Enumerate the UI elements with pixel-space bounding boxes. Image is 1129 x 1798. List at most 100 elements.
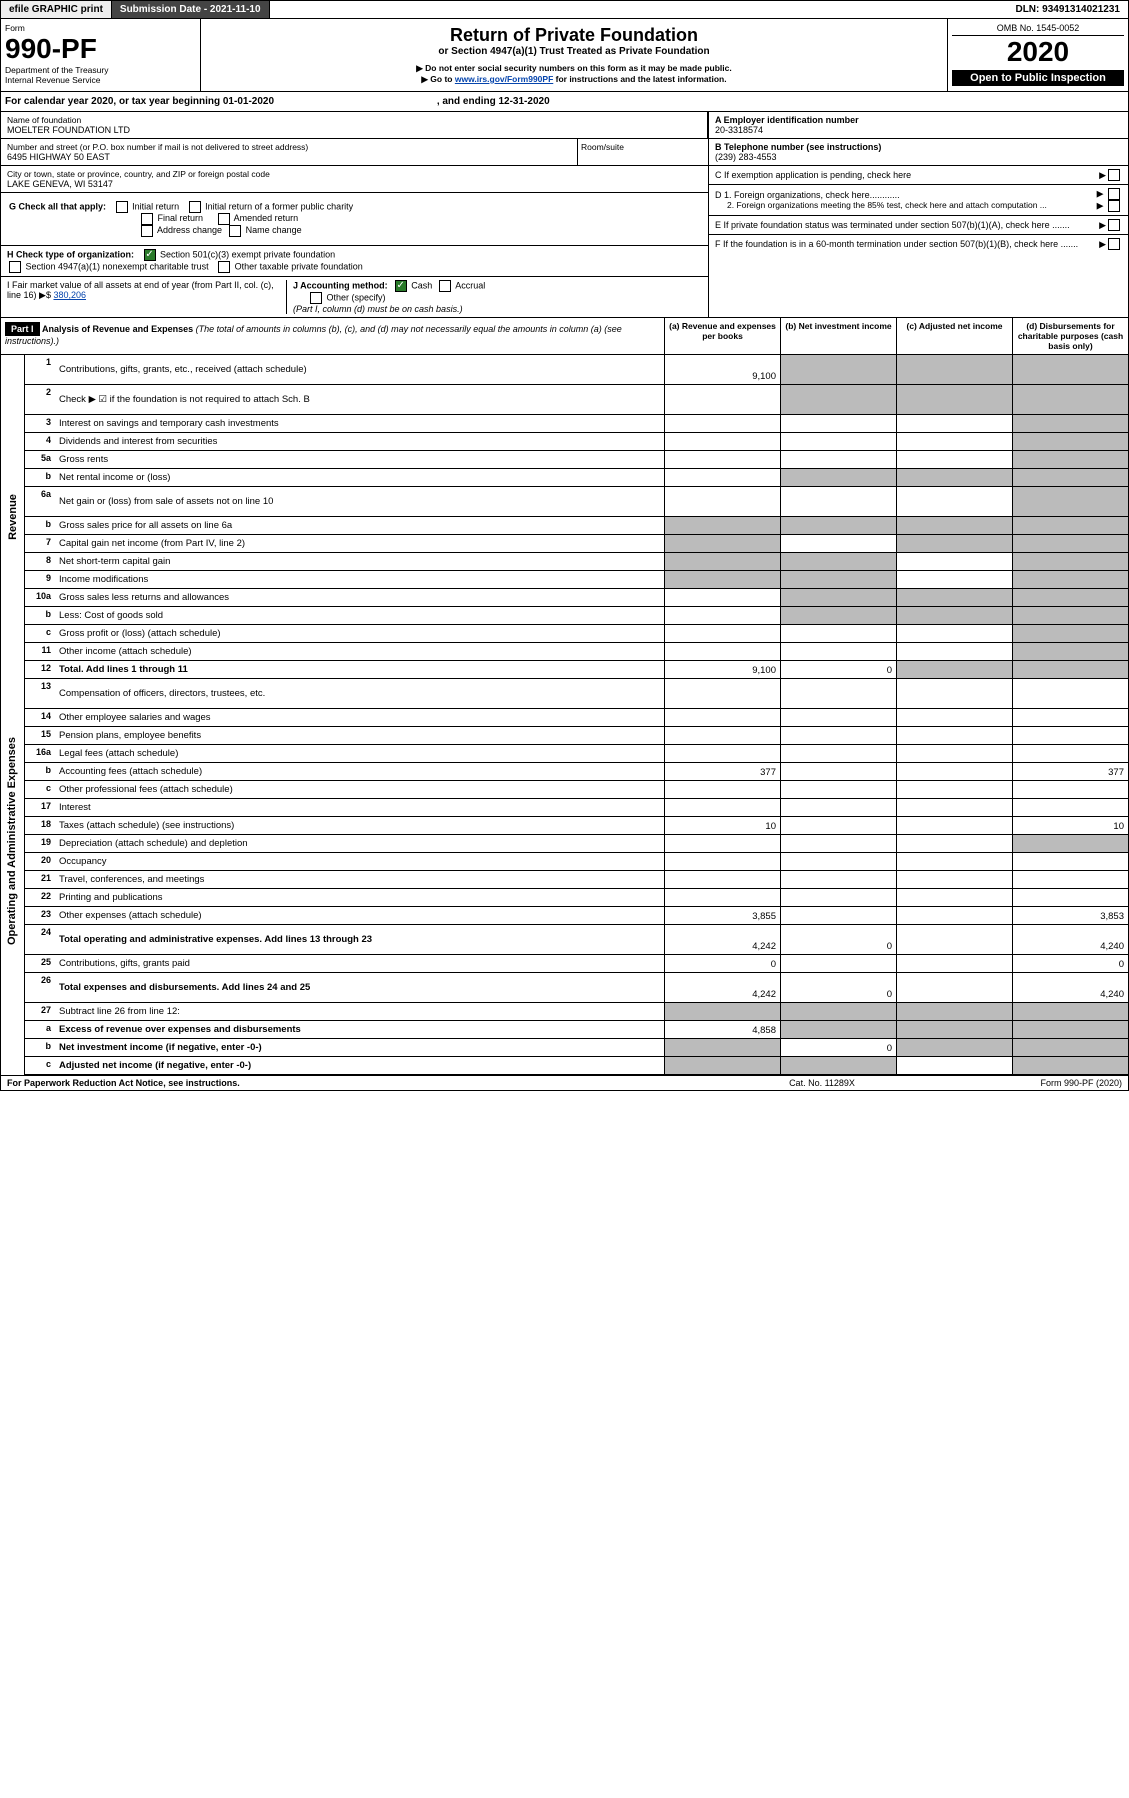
line-label: Travel, conferences, and meetings: [55, 871, 664, 888]
col-b-cell: [780, 487, 896, 516]
i-label: I Fair market value of all assets at end…: [7, 280, 274, 300]
j-note: (Part I, column (d) must be on cash basi…: [293, 304, 463, 314]
part1-badge: Part I: [5, 322, 40, 336]
col-b-cell: [780, 955, 896, 972]
col-d-cell: [1012, 661, 1128, 678]
line-number: c: [25, 1057, 55, 1074]
chk-addr-change[interactable]: [141, 225, 153, 237]
line-label: Other expenses (attach schedule): [55, 907, 664, 924]
summary-section: 27Subtract line 26 from line 12:aExcess …: [0, 1003, 1129, 1076]
col-c-cell: [896, 835, 1012, 852]
chk-initial-former[interactable]: [189, 201, 201, 213]
chk-4947[interactable]: [9, 261, 21, 273]
chk-f[interactable]: [1108, 238, 1120, 250]
line-number: 6a: [25, 487, 55, 516]
link-irs[interactable]: www.irs.gov/Form990PF: [455, 74, 553, 84]
efile-button[interactable]: efile GRAPHIC print: [1, 1, 112, 18]
chk-name-change[interactable]: [229, 225, 241, 237]
line-label: Net short-term capital gain: [55, 553, 664, 570]
col-c-cell: [896, 871, 1012, 888]
line-label: Check ▶ ☑ if the foundation is not requi…: [55, 385, 664, 414]
table-row: 22Printing and publications: [25, 889, 1128, 907]
line-label: Depreciation (attach schedule) and deple…: [55, 835, 664, 852]
line-number: b: [25, 517, 55, 534]
fmv-value[interactable]: 380,206: [53, 290, 86, 300]
col-a-cell: [664, 487, 780, 516]
col-a-cell: 9,100: [664, 355, 780, 384]
col-a-cell: [664, 433, 780, 450]
table-row: 9Income modifications: [25, 571, 1128, 589]
col-a-cell: 4,242: [664, 925, 780, 954]
col-a-cell: [664, 1039, 780, 1056]
col-c-cell: [896, 1021, 1012, 1038]
chk-cash[interactable]: [395, 280, 407, 292]
line-number: 3: [25, 415, 55, 432]
table-row: 15Pension plans, employee benefits: [25, 727, 1128, 745]
col-d-cell: [1012, 415, 1128, 432]
col-d-header: (d) Disbursements for charitable purpose…: [1012, 318, 1128, 354]
chk-initial[interactable]: [116, 201, 128, 213]
h-label: H Check type of organization:: [7, 249, 134, 259]
line-label: Gross profit or (loss) (attach schedule): [55, 625, 664, 642]
chk-exemption[interactable]: [1108, 169, 1120, 181]
col-c-cell: [896, 469, 1012, 486]
line-label: Net rental income or (loss): [55, 469, 664, 486]
col-b-cell: [780, 679, 896, 708]
expense-side-label: Operating and Administrative Expenses: [1, 679, 25, 1003]
col-d-cell: [1012, 709, 1128, 726]
form-title: Return of Private Foundation: [207, 25, 941, 46]
col-c-header: (c) Adjusted net income: [896, 318, 1012, 354]
col-d-cell: [1012, 1021, 1128, 1038]
room-label: Room/suite: [581, 142, 624, 152]
footer-left: For Paperwork Reduction Act Notice, see …: [7, 1078, 722, 1088]
revenue-side-label: Revenue: [1, 355, 25, 679]
chk-final[interactable]: [141, 213, 153, 225]
col-b-cell: [780, 727, 896, 744]
table-row: 24Total operating and administrative exp…: [25, 925, 1128, 955]
chk-d1[interactable]: [1108, 188, 1120, 200]
footer-form: Form 990-PF (2020): [922, 1078, 1122, 1088]
col-a-cell: [664, 517, 780, 534]
line-number: a: [25, 1021, 55, 1038]
col-d-cell: [1012, 781, 1128, 798]
calendar-year-row: For calendar year 2020, or tax year begi…: [0, 92, 1129, 112]
line-number: 19: [25, 835, 55, 852]
table-row: 11Other income (attach schedule): [25, 643, 1128, 661]
col-a-cell: 0: [664, 955, 780, 972]
col-d-cell: [1012, 451, 1128, 468]
col-d-cell: [1012, 745, 1128, 762]
chk-accrual[interactable]: [439, 280, 451, 292]
line-number: 2: [25, 385, 55, 414]
col-c-cell: [896, 1057, 1012, 1074]
col-c-cell: [896, 433, 1012, 450]
chk-d2[interactable]: [1108, 200, 1120, 212]
table-row: 23Other expenses (attach schedule)3,8553…: [25, 907, 1128, 925]
line-number: 18: [25, 817, 55, 834]
chk-other-tax[interactable]: [218, 261, 230, 273]
line-label: Gross sales less returns and allowances: [55, 589, 664, 606]
address: 6495 HIGHWAY 50 EAST: [7, 152, 110, 162]
table-row: 13Compensation of officers, directors, t…: [25, 679, 1128, 709]
col-b-cell: [780, 889, 896, 906]
note-goto: ▶ Go to www.irs.gov/Form990PF for instru…: [207, 74, 941, 85]
col-d-cell: [1012, 643, 1128, 660]
col-b-cell: [780, 535, 896, 552]
table-row: 10aGross sales less returns and allowanc…: [25, 589, 1128, 607]
chk-amended[interactable]: [218, 213, 230, 225]
col-a-cell: [664, 679, 780, 708]
part1-title: Analysis of Revenue and Expenses: [42, 324, 193, 334]
col-a-cell: [664, 871, 780, 888]
col-a-cell: 4,858: [664, 1021, 780, 1038]
chk-e[interactable]: [1108, 219, 1120, 231]
col-c-cell: [896, 553, 1012, 570]
note-ssn: ▶ Do not enter social security numbers o…: [207, 63, 941, 74]
col-b-cell: [780, 853, 896, 870]
col-c-cell: [896, 517, 1012, 534]
chk-501c3[interactable]: [144, 249, 156, 261]
line-label: Other income (attach schedule): [55, 643, 664, 660]
chk-other-method[interactable]: [310, 292, 322, 304]
col-c-cell: [896, 535, 1012, 552]
line-label: Pension plans, employee benefits: [55, 727, 664, 744]
line-label: Total expenses and disbursements. Add li…: [55, 973, 664, 1002]
col-b-cell: [780, 1057, 896, 1074]
